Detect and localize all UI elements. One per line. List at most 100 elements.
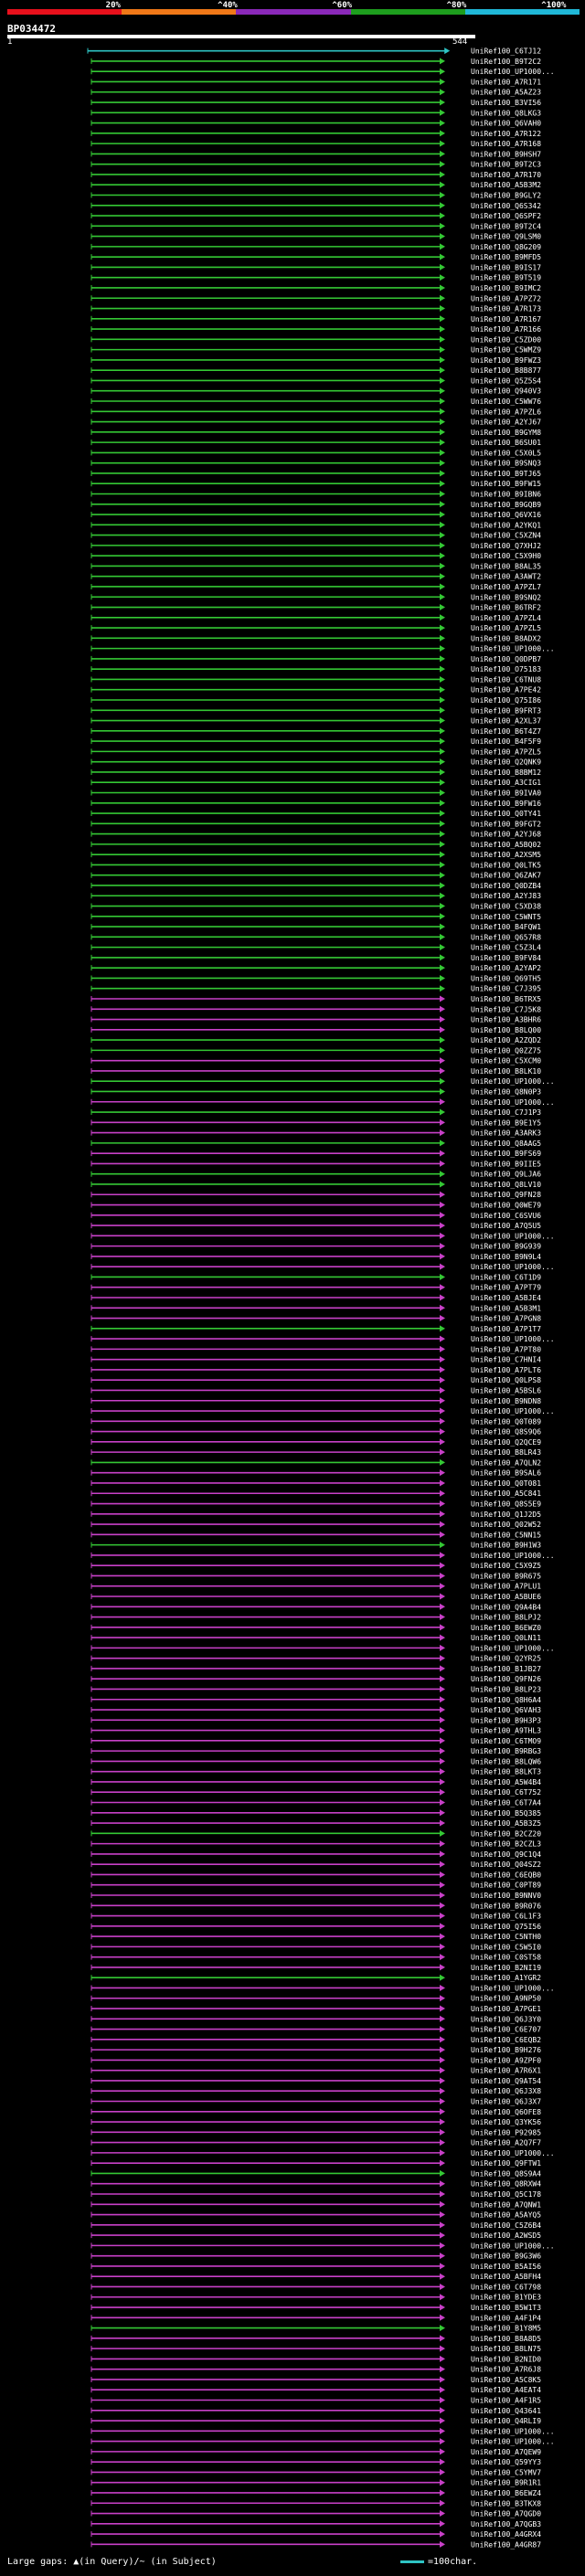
hit-label[interactable]: UniRef100_A2WSD5 — [471, 2231, 541, 2240]
hit-label[interactable]: UniRef100_Q0WE79 — [471, 1202, 541, 1210]
hit-label[interactable]: UniRef100_B6EWZ0 — [471, 1624, 541, 1632]
hit-label[interactable]: UniRef100_Q8RXW4 — [471, 2180, 541, 2189]
hit-label[interactable]: UniRef100_A5BSL6 — [471, 1386, 541, 1394]
hit-label[interactable]: UniRef100_B3VI56 — [471, 99, 541, 107]
hit-label[interactable]: UniRef100_A3BHR6 — [471, 1016, 541, 1024]
hit-label[interactable]: UniRef100_B8LN75 — [471, 2345, 541, 2353]
hit-label[interactable]: UniRef100_C6SVU6 — [471, 1212, 541, 1220]
hit-label[interactable]: UniRef100_A7QLN2 — [471, 1458, 541, 1467]
hit-label[interactable]: UniRef100_Q0T089 — [471, 1417, 541, 1426]
hit-label[interactable]: UniRef100_Q8S9A4 — [471, 2169, 541, 2178]
hit-label[interactable]: UniRef100_Q6VX16 — [471, 511, 541, 519]
hit-label[interactable]: UniRef100_B6TRF2 — [471, 604, 541, 612]
hit-label[interactable]: UniRef100_O75183 — [471, 665, 541, 673]
hit-label[interactable]: UniRef100_B9SAL6 — [471, 1469, 541, 1478]
hit-label[interactable]: UniRef100_Q940V3 — [471, 387, 541, 396]
hit-label[interactable]: UniRef100_C6T798 — [471, 2283, 541, 2291]
hit-label[interactable]: UniRef100_C6EQB0 — [471, 1871, 541, 1879]
hit-label[interactable]: UniRef100_C5NN15 — [471, 1531, 541, 1539]
hit-label[interactable]: UniRef100_UP1000... — [471, 1077, 555, 1086]
hit-label[interactable]: UniRef100_UP1000... — [471, 2427, 555, 2435]
hit-label[interactable]: UniRef100_C6T1D9 — [471, 1273, 541, 1281]
hit-label[interactable]: UniRef100_A7R167 — [471, 315, 541, 323]
hit-label[interactable]: UniRef100_A7PZL5 — [471, 747, 541, 756]
hit-label[interactable]: UniRef100_A5W4B4 — [471, 1778, 541, 1786]
hit-label[interactable]: UniRef100_A7PT80 — [471, 1345, 541, 1353]
hit-label[interactable]: UniRef100_B9FWZ3 — [471, 356, 541, 365]
hit-label[interactable]: UniRef100_Q6J3Y0 — [471, 2015, 541, 2023]
hit-label[interactable]: UniRef100_C7J1P3 — [471, 1108, 541, 1117]
hit-label[interactable]: UniRef100_B1JB27 — [471, 1665, 541, 1673]
hit-label[interactable]: UniRef100_A4F1P4 — [471, 2314, 541, 2322]
hit-label[interactable]: UniRef100_B8B877 — [471, 366, 541, 375]
hit-label[interactable]: UniRef100_C5WMZ9 — [471, 346, 541, 355]
hit-label[interactable]: UniRef100_A2XL37 — [471, 717, 541, 726]
hit-label[interactable]: UniRef100_UP1000... — [471, 1232, 555, 1240]
hit-label[interactable]: UniRef100_B9H276 — [471, 2046, 541, 2054]
hit-label[interactable]: UniRef100_A5AZ23 — [471, 89, 541, 97]
hit-label[interactable]: UniRef100_A7PGN8 — [471, 1315, 541, 1323]
hit-label[interactable]: UniRef100_A5B3Z5 — [471, 1819, 541, 1828]
hit-label[interactable]: UniRef100_B8LQ00 — [471, 1026, 541, 1034]
hit-label[interactable]: UniRef100_B8LR43 — [471, 1448, 541, 1457]
hit-label[interactable]: UniRef100_Q9LJA6 — [471, 1171, 541, 1179]
hit-label[interactable]: UniRef100_Q9A4B4 — [471, 1603, 541, 1611]
hit-label[interactable]: UniRef100_A7PZL5 — [471, 624, 541, 632]
hit-label[interactable]: UniRef100_B9NNV0 — [471, 1892, 541, 1900]
hit-label[interactable]: UniRef100_Q0LN11 — [471, 1634, 541, 1642]
hit-label[interactable]: UniRef100_Q0LTK5 — [471, 861, 541, 869]
hit-label[interactable]: UniRef100_Q6J3X7 — [471, 2098, 541, 2106]
hit-label[interactable]: UniRef100_C5WW76 — [471, 398, 541, 406]
hit-label[interactable]: UniRef100_UP1000... — [471, 1098, 555, 1107]
hit-label[interactable]: UniRef100_A7R166 — [471, 325, 541, 334]
hit-label[interactable]: UniRef100_B6EWZ4 — [471, 2489, 541, 2497]
hit-label[interactable]: UniRef100_A5B3M1 — [471, 1304, 541, 1312]
hit-label[interactable]: UniRef100_Q6S342 — [471, 202, 541, 210]
hit-label[interactable]: UniRef100_A4F1R5 — [471, 2397, 541, 2405]
hit-label[interactable]: UniRef100_C5X0L5 — [471, 449, 541, 457]
hit-label[interactable]: UniRef100_Q6VAH0 — [471, 120, 541, 128]
hit-label[interactable]: UniRef100_UP1000... — [471, 2149, 555, 2157]
hit-label[interactable]: UniRef100_B6T4Z7 — [471, 727, 541, 736]
hit-label[interactable]: UniRef100_C7J395 — [471, 985, 541, 993]
hit-label[interactable]: UniRef100_C5X9H0 — [471, 552, 541, 560]
hit-label[interactable]: UniRef100_B9G939 — [471, 1243, 541, 1251]
hit-label[interactable]: UniRef100_Q04SZ2 — [471, 1860, 541, 1869]
hit-label[interactable]: UniRef100_C5Z6B4 — [471, 2221, 541, 2230]
hit-label[interactable]: UniRef100_Q69TH5 — [471, 974, 541, 982]
hit-label[interactable]: UniRef100_A5BJE4 — [471, 1294, 541, 1302]
hit-label[interactable]: UniRef100_B9FW15 — [471, 480, 541, 488]
hit-label[interactable]: UniRef100_B9R675 — [471, 1572, 541, 1580]
hit-label[interactable]: UniRef100_Q6VAH3 — [471, 1706, 541, 1714]
hit-label[interactable]: UniRef100_C5W5I0 — [471, 1943, 541, 1951]
hit-label[interactable]: UniRef100_Q4RLI9 — [471, 2417, 541, 2425]
hit-label[interactable]: UniRef100_UP1000... — [471, 1335, 555, 1343]
hit-label[interactable]: UniRef100_C7J5K8 — [471, 1005, 541, 1013]
hit-label[interactable]: UniRef100_Q43641 — [471, 2407, 541, 2415]
hit-label[interactable]: UniRef100_B8LPJ2 — [471, 1614, 541, 1622]
hit-label[interactable]: UniRef100_A3ARK3 — [471, 1129, 541, 1138]
hit-label[interactable]: UniRef100_Q0DPB7 — [471, 655, 541, 663]
hit-label[interactable]: UniRef100_B9FRT3 — [471, 706, 541, 715]
hit-label[interactable]: UniRef100_B9H1W3 — [471, 1542, 541, 1550]
hit-label[interactable]: UniRef100_Q9FN28 — [471, 1191, 541, 1199]
hit-label[interactable]: UniRef100_Q2QNK9 — [471, 758, 541, 767]
hit-label[interactable]: UniRef100_B8AL35 — [471, 562, 541, 570]
hit-label[interactable]: UniRef100_C6TMO9 — [471, 1737, 541, 1745]
hit-label[interactable]: UniRef100_B9N9L4 — [471, 1253, 541, 1261]
hit-label[interactable]: UniRef100_Q2YR25 — [471, 1655, 541, 1663]
hit-label[interactable]: UniRef100_C7HNI4 — [471, 1356, 541, 1364]
hit-label[interactable]: UniRef100_B9SNQ2 — [471, 593, 541, 601]
hit-label[interactable]: UniRef100_A2XSM5 — [471, 851, 541, 859]
hit-label[interactable]: UniRef100_B8ADX2 — [471, 634, 541, 642]
hit-label[interactable]: UniRef100_C5Z3L4 — [471, 944, 541, 952]
hit-label[interactable]: UniRef100_A7QGB3 — [471, 2520, 541, 2528]
hit-label[interactable]: UniRef100_B9R1R1 — [471, 2479, 541, 2487]
hit-label[interactable]: UniRef100_B9IMC2 — [471, 284, 541, 292]
hit-label[interactable]: UniRef100_P92985 — [471, 2128, 541, 2136]
hit-label[interactable]: UniRef100_Q0LPS8 — [471, 1376, 541, 1384]
hit-label[interactable]: UniRef100_B2NID0 — [471, 2355, 541, 2363]
hit-label[interactable]: UniRef100_A7Q5U5 — [471, 1222, 541, 1230]
hit-label[interactable]: UniRef100_Q8N0P3 — [471, 1087, 541, 1096]
hit-label[interactable]: UniRef100_UP1000... — [471, 645, 555, 653]
